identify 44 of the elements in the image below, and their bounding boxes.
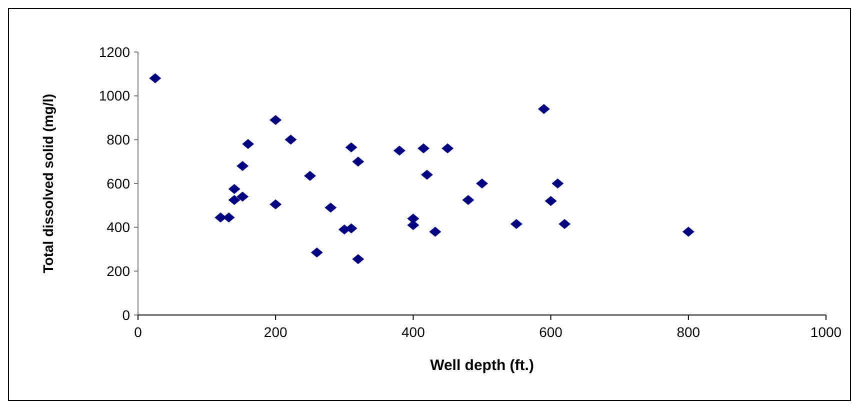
- point: [242, 139, 254, 150]
- y-tick-label: 400: [106, 219, 130, 236]
- point: [538, 104, 550, 114]
- point: [407, 220, 420, 230]
- point: [236, 160, 249, 171]
- point: [345, 142, 358, 152]
- x-tick-label: 800: [676, 324, 700, 340]
- point: [352, 254, 364, 264]
- point: [393, 146, 406, 156]
- point: [228, 184, 240, 194]
- x-axis-title: Well depth (ft.): [430, 357, 534, 374]
- point: [442, 143, 454, 154]
- point: [476, 178, 488, 188]
- y-tick-label: 1000: [98, 88, 130, 104]
- y-axis-title: Total dissolved solid (mg/l): [40, 94, 56, 274]
- y-tick-label: 0: [122, 306, 130, 323]
- x-tick-label: 1000: [810, 324, 842, 340]
- y-tick-label: 800: [106, 132, 130, 148]
- x-tick-label: 200: [264, 324, 288, 340]
- point: [418, 143, 430, 154]
- point: [558, 219, 571, 230]
- point: [236, 192, 249, 202]
- point: [429, 226, 442, 237]
- point: [462, 194, 474, 205]
- y-tick-label: 200: [106, 263, 130, 280]
- point: [270, 114, 282, 125]
- point: [304, 170, 316, 181]
- point: [682, 226, 694, 237]
- point: [228, 194, 240, 205]
- x-tick-label: 400: [402, 324, 426, 340]
- point: [270, 199, 282, 210]
- point: [284, 134, 297, 145]
- y-tick-label: 1200: [98, 44, 130, 60]
- point: [352, 156, 364, 167]
- point: [324, 202, 337, 213]
- y-tick-label: 600: [106, 175, 130, 192]
- point: [310, 248, 323, 258]
- point: [544, 196, 557, 206]
- x-tick-label: 600: [539, 324, 563, 340]
- point: [510, 219, 522, 230]
- point: [149, 73, 162, 84]
- point: [420, 170, 433, 180]
- x-tick-label: 0: [134, 324, 142, 340]
- point: [552, 178, 564, 188]
